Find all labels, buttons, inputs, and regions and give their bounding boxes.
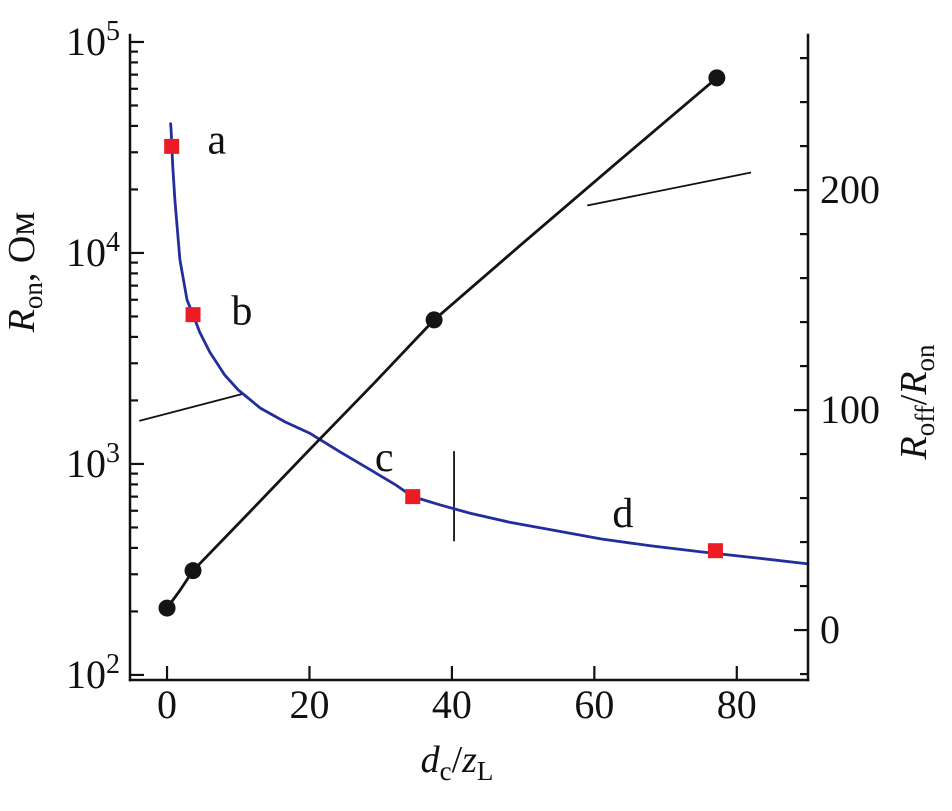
right-axis-tick-label: 0 xyxy=(820,607,840,652)
series-R_off_over_R_on_curve xyxy=(158,69,726,617)
x-axis-label: dc/zL xyxy=(421,739,494,786)
series-R_on_curve-marker-1 xyxy=(185,307,201,323)
series-R_on_curve-line xyxy=(169,122,810,566)
series-R_on_curve-marker-2 xyxy=(405,489,421,505)
x-axis-tick-label: 60 xyxy=(574,682,614,727)
series-R_on_curve-marker-3 xyxy=(707,543,723,559)
right-axis-tick-label: 100 xyxy=(820,387,880,432)
left-axis-tick-label: 105 xyxy=(66,16,120,64)
left-axis-tick-label: 104 xyxy=(66,227,120,275)
y-right-axis-label: Roff/Ron xyxy=(893,344,940,461)
series-R_off_over_R_on_curve-marker-2 xyxy=(425,311,443,329)
series-R_off_over_R_on_curve-marker-0 xyxy=(158,599,176,617)
point-labels: a b c d xyxy=(208,118,634,538)
right-axis-ticks: 0 100 200 xyxy=(794,56,880,676)
x-axis-tick-label: 0 xyxy=(157,682,177,727)
x-axis-tick-label: 80 xyxy=(717,682,757,727)
x-axis-tick-label: 40 xyxy=(432,682,472,727)
series-R_off_over_R_on_curve-marker-1 xyxy=(184,562,202,580)
series-R_off_over_R_on_curve-line xyxy=(165,76,719,610)
left-axis-ticks: 105 104 103 102 xyxy=(66,16,144,697)
series-R_on_curve-marker-0 xyxy=(164,138,180,154)
x-axis-tick-label: 20 xyxy=(289,682,329,727)
right-axis-tick-label: 200 xyxy=(820,167,880,212)
left-axis-tick-label: 102 xyxy=(66,649,120,697)
point-label-b: b xyxy=(231,289,252,335)
annotation-line-0 xyxy=(139,392,244,422)
x-axis-ticks: 0 20 40 60 80 xyxy=(157,666,757,727)
point-label-c: c xyxy=(375,435,394,481)
left-axis-tick-label: 103 xyxy=(66,438,120,486)
point-label-d: d xyxy=(612,491,633,537)
y-left-axis-label: Ron, Ом xyxy=(1,212,48,334)
point-label-a: a xyxy=(208,118,227,164)
series-R_off_over_R_on_curve-marker-3 xyxy=(708,69,726,87)
annotation-lines xyxy=(139,171,752,542)
series-R_on_curve xyxy=(164,122,810,566)
annotation-line-1 xyxy=(587,171,752,207)
